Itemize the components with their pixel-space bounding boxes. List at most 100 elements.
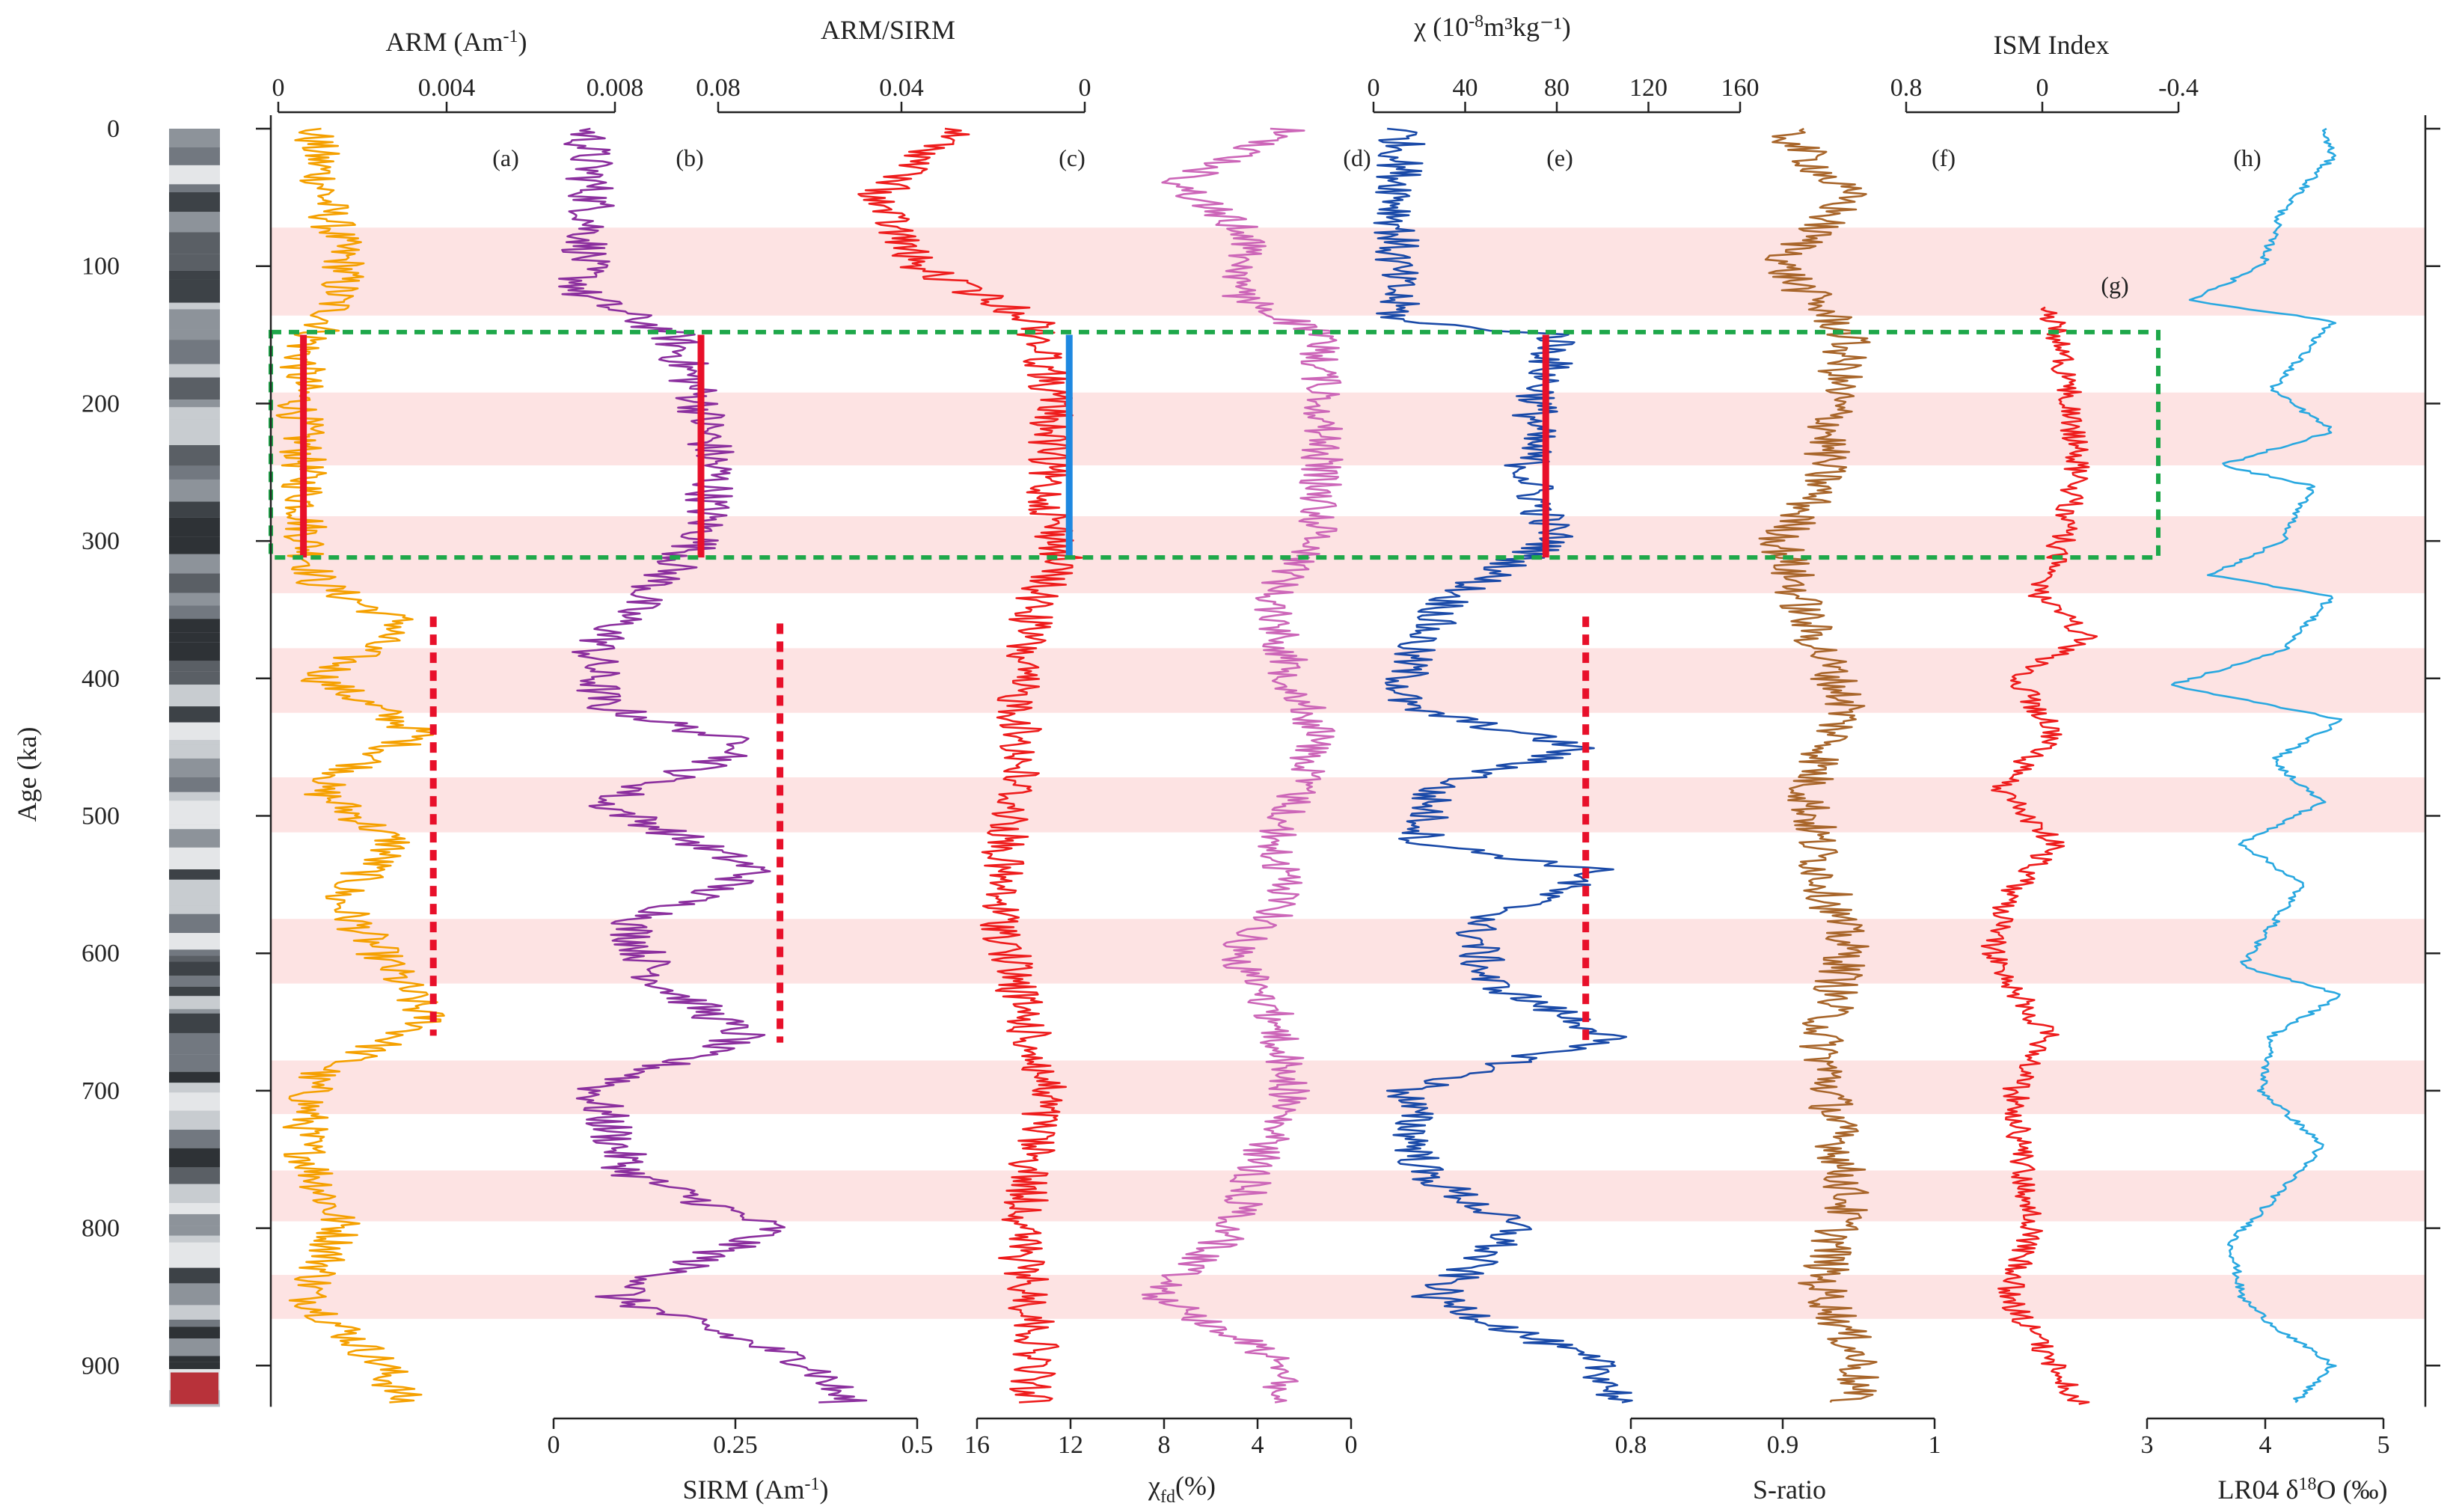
lithology-layer-64: [169, 1110, 220, 1130]
lithology-layer-74: [169, 1267, 220, 1284]
lithology-layer-21: [169, 479, 220, 502]
glacial-band-2: [271, 516, 2425, 593]
lithology-layer-22: [169, 501, 220, 518]
s-ratio-tick-label-1: 0.9: [1767, 1431, 1799, 1459]
lithology-layer-46: [169, 869, 220, 880]
glacial-band-3: [271, 648, 2425, 713]
curve-chi_fd: [1141, 127, 1344, 1404]
lithology-layer-25: [169, 554, 220, 574]
lithology-layer-50: [169, 933, 220, 950]
y-tick-label-0: 0: [107, 115, 120, 143]
arm-axis-title: ARM (Am-1): [385, 27, 527, 57]
chifd-tick-label-4: 0: [1345, 1431, 1358, 1459]
y-tick-label-800: 800: [82, 1215, 120, 1243]
curve-chi: [1373, 127, 1633, 1404]
lithology-layer-18: [169, 419, 220, 445]
arm-tick-label-1: 0.004: [418, 74, 476, 102]
arm-sirm-axis-title: ARM/SIRM: [821, 15, 955, 45]
lithology-layer-16: [169, 400, 220, 408]
lithology-layer-66: [169, 1148, 220, 1168]
y-tick-label-200: 200: [82, 390, 120, 417]
sirm-tick-label-1: 0.25: [713, 1431, 758, 1459]
lithology-layer-71: [169, 1225, 220, 1236]
lithology-layer-40: [169, 777, 220, 792]
y-tick-label-600: 600: [82, 940, 120, 967]
lithology-layer-6: [169, 232, 220, 254]
lithology-layer-3: [169, 184, 220, 192]
lithology-layer-9: [169, 279, 220, 303]
lithology-layer-1: [169, 147, 220, 165]
lithology-layer-51: [169, 949, 220, 956]
glacial-band-8: [271, 1275, 2425, 1319]
lithology-layer-38: [169, 744, 220, 759]
chi-tick-label-1: 40: [1453, 74, 1478, 102]
lithology-layer-69: [169, 1203, 220, 1214]
glacial-band-7: [271, 1170, 2425, 1222]
chi-tick-label-4: 160: [1721, 74, 1760, 102]
panel-label-h: (h): [2233, 144, 2261, 171]
arm-sirm-tick-label-1: 0.04: [879, 74, 924, 102]
lithology-layer-33: [169, 671, 220, 685]
lithology-layer-48: [169, 905, 220, 914]
lithology-layer-29: [169, 619, 220, 633]
glacial-band-0: [271, 227, 2425, 316]
lithology-layer-55: [169, 986, 220, 997]
stratigraphic-column: [169, 129, 220, 1407]
chifd-tick-label-1: 12: [1058, 1431, 1083, 1459]
lithology-layer-47: [169, 879, 220, 906]
s-ratio-tick-label-2: 1: [1929, 1431, 1941, 1459]
lithology-layer-52: [169, 955, 220, 962]
lithology-layer-78: [169, 1326, 220, 1339]
lithology-layer-80: [169, 1356, 220, 1362]
lithology-layer-72: [169, 1235, 220, 1243]
lithology-layer-62: [169, 1083, 220, 1093]
lithology-layer-61: [169, 1071, 220, 1083]
lithology-layer-81: [169, 1362, 220, 1369]
lithology-layer-39: [169, 758, 220, 777]
y-tick-label-500: 500: [82, 803, 120, 830]
arm-sirm-tick-label-2: 0: [1079, 74, 1091, 102]
lithology-layer-24: [169, 536, 220, 554]
lithology-layer-35: [169, 706, 220, 723]
panel-label-f: (f): [1932, 144, 1956, 171]
lithology-layer-70: [169, 1213, 220, 1226]
chifd-axis-title: χfd(%): [1148, 1471, 1216, 1507]
lithology-layer-44: [169, 829, 220, 848]
lithology-layer-63: [169, 1092, 220, 1111]
proxy-curves: [275, 127, 2343, 1405]
lithology-layer-17: [169, 407, 220, 420]
curve-arm: [275, 127, 445, 1404]
lithology-layer-36: [169, 722, 220, 741]
ism-tick-label-1: 0: [2036, 74, 2049, 102]
curve-arm_sirm: [857, 127, 1083, 1404]
lr04-axis-title: LR04 δ18O (‰): [2218, 1475, 2388, 1505]
lithology-layer-45: [169, 847, 220, 870]
curve-ism: [1980, 306, 2098, 1405]
lithology-layer-4: [169, 192, 220, 212]
glacial-band-6: [271, 1060, 2425, 1115]
lithology-layer-79: [169, 1338, 220, 1356]
ism-tick-label-2: -0.4: [2158, 74, 2199, 102]
lithology-layer-26: [169, 573, 220, 593]
lr04-tick-label-2: 5: [2377, 1431, 2390, 1459]
lithology-layer-53: [169, 961, 220, 976]
arm-tick-label-0: 0: [272, 74, 285, 102]
curve-s_ratio: [1758, 127, 1879, 1404]
lithology-layer-59: [169, 1032, 220, 1055]
lithology-layer-31: [169, 642, 220, 661]
lithology-layer-49: [169, 913, 220, 934]
lithology-layer-30: [169, 632, 220, 643]
lithology-layer-65: [169, 1130, 220, 1148]
lr04-tick-label-0: 3: [2141, 1431, 2154, 1459]
lithology-layer-41: [169, 792, 220, 801]
glacial-band-5: [271, 919, 2425, 984]
curve-lr04: [2171, 127, 2343, 1404]
lithology-layer-43: [169, 824, 220, 830]
lithology-layer-76: [169, 1305, 220, 1320]
lithology-layer-77: [169, 1319, 220, 1327]
sirm-tick-label-2: 0.5: [901, 1431, 934, 1459]
chifd-tick-label-2: 8: [1158, 1431, 1171, 1459]
lithology-layer-20: [169, 465, 220, 480]
